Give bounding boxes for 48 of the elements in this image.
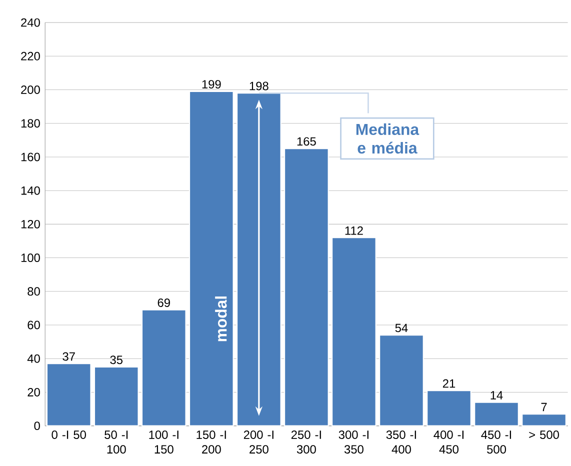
bar (522, 414, 566, 427)
bar (236, 92, 282, 427)
y-tick-label: 160 (21, 152, 40, 162)
x-tick-label: 150 -I 200 (196, 430, 226, 454)
bar (426, 390, 472, 427)
x-tick-label: 250 -I 300 (291, 430, 321, 454)
data-label: 69 (158, 298, 170, 308)
bar (94, 366, 139, 427)
y-tick-label: 120 (21, 220, 40, 229)
x-tick-label: 300 -I 350 (338, 430, 368, 454)
data-label: 165 (297, 137, 316, 146)
data-label: 21 (442, 379, 456, 388)
x-tick-label: 50 -I 100 (104, 430, 128, 454)
bar (46, 363, 92, 427)
data-label: 14 (490, 391, 503, 400)
y-tick-label: 40 (27, 354, 40, 364)
x-tick-label: 400 -I 450 (434, 430, 464, 454)
bar (284, 148, 329, 427)
y-tick-label: 0 (34, 422, 40, 430)
bar (474, 402, 519, 427)
data-label: 7 (541, 403, 547, 412)
annotation: modal (215, 296, 227, 342)
x-tick-label: 450 -I 500 (481, 430, 512, 454)
y-tick-label: 60 (28, 320, 40, 330)
bar (141, 310, 186, 427)
bar (379, 334, 424, 427)
data-label: 54 (395, 324, 408, 332)
y-tick-label: 20 (28, 388, 40, 397)
data-label: 37 (62, 352, 75, 361)
data-label: 198 (250, 82, 268, 90)
y-tick-label: 140 (21, 186, 40, 196)
data-label: 35 (110, 356, 123, 364)
y-tick-label: 220 (21, 52, 40, 61)
x-tick-label: 200 -I 250 (244, 430, 274, 454)
x-tick-label: > 500 (529, 430, 559, 440)
x-tick-label: 350 -I 400 (386, 430, 416, 454)
bar (188, 91, 234, 427)
annotation: Mediana e média (356, 124, 420, 154)
x-tick-label: 0 -I 50 (52, 430, 86, 440)
y-tick-label: 240 (21, 18, 40, 27)
bar (332, 237, 376, 427)
y-tick-label: 80 (28, 287, 40, 296)
y-tick-label: 200 (21, 86, 40, 94)
data-label: 112 (345, 226, 363, 235)
data-label: 199 (202, 80, 221, 89)
y-tick-label: 100 (21, 254, 40, 262)
x-tick-label: 100 -I 150 (149, 430, 178, 454)
y-tick-label: 180 (21, 119, 40, 128)
